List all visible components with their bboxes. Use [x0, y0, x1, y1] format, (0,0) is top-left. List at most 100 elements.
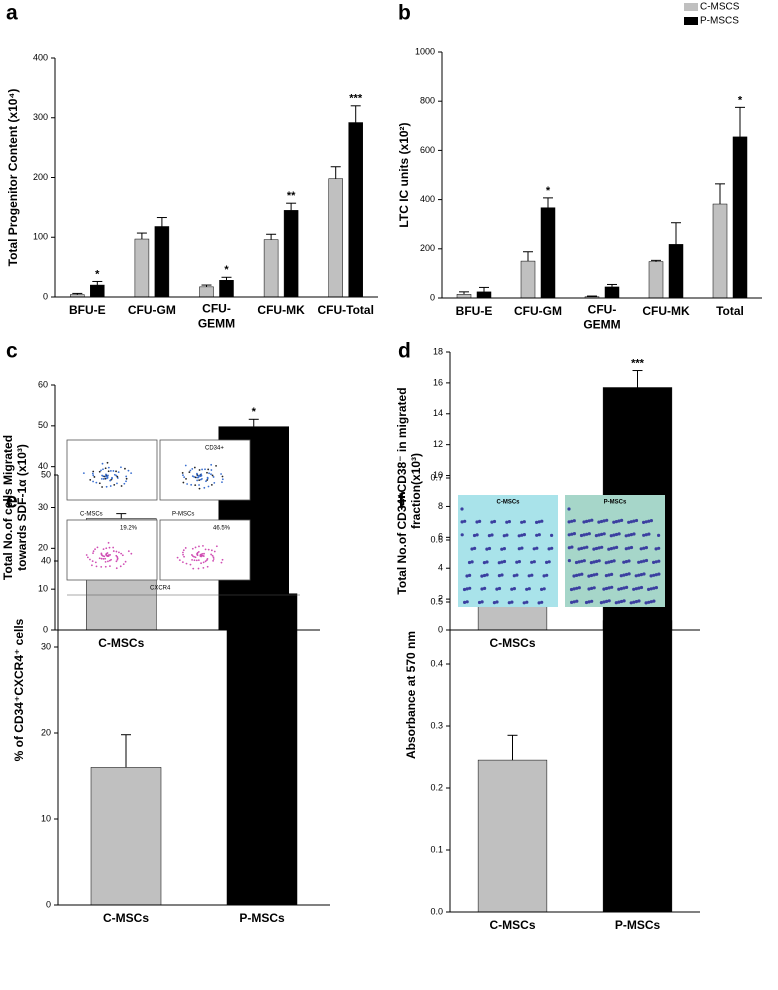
stain-cell	[550, 533, 554, 538]
flow-dot	[105, 485, 108, 488]
stain-cell	[500, 560, 504, 564]
flow-dot	[206, 476, 209, 479]
flow-dot	[201, 468, 203, 471]
flow-dot	[182, 474, 184, 477]
x-tick-label: CFU-GEMM	[198, 302, 235, 331]
stain-cell	[654, 547, 658, 551]
y-tick-label: 200	[420, 243, 435, 253]
stain-cell	[585, 519, 589, 524]
stain-cell	[473, 546, 477, 551]
flow-dot	[115, 560, 118, 563]
flow-dot	[191, 468, 194, 470]
stain-cell	[642, 520, 646, 525]
y-tick-label: 0.2	[430, 782, 443, 792]
y-tick-label: 2	[438, 593, 443, 603]
stain-cell	[537, 520, 541, 524]
stain-cell	[510, 587, 514, 591]
significance: *	[252, 406, 257, 418]
flow-dot	[96, 546, 99, 549]
stain-cell	[572, 600, 576, 604]
flow-dot	[125, 475, 128, 478]
stain-cell	[572, 574, 576, 578]
stain-cell	[587, 574, 591, 578]
y-tick-label: 0	[43, 291, 48, 301]
flow-dot	[198, 469, 201, 471]
stain-cell	[572, 587, 576, 591]
inset-label: 46.5%	[213, 526, 231, 532]
stain-cell	[512, 574, 516, 578]
bar	[219, 280, 234, 298]
flow-dot	[104, 557, 107, 560]
flow-dot	[190, 483, 193, 486]
stain-cell	[607, 573, 611, 577]
flow-dot	[115, 474, 118, 477]
flow-dot	[183, 476, 186, 479]
stain-cell	[502, 547, 506, 551]
stain-cell	[462, 587, 467, 592]
stain-cell	[512, 587, 517, 591]
flow-dot	[127, 550, 130, 553]
stain-cell	[478, 519, 482, 524]
stain-cell	[642, 572, 646, 576]
stain-cell	[637, 599, 641, 603]
flow-dot	[115, 567, 118, 570]
y-tick-label: 600	[420, 145, 435, 155]
stain-cell	[577, 573, 581, 577]
y-axis-label: Total Progenitor Content (x10⁴)	[6, 89, 20, 267]
flow-dot	[106, 476, 109, 479]
y-tick-label: 0.3	[430, 720, 443, 730]
stain-cell	[517, 534, 521, 538]
flow-dot	[92, 480, 94, 483]
flow-dot	[199, 554, 202, 557]
flow-dot	[125, 480, 127, 483]
stain-cell	[490, 533, 494, 537]
stain-cell	[614, 532, 619, 537]
flow-dot	[182, 481, 185, 484]
stain-cell	[480, 574, 484, 578]
stain-cell	[649, 600, 653, 604]
y-tick-label: 0.4	[430, 658, 443, 668]
flow-dot	[185, 477, 187, 480]
flow-dot	[184, 464, 187, 467]
stain-cell	[527, 574, 531, 578]
stain-cell	[468, 586, 472, 590]
stain-cell	[475, 533, 479, 537]
flow-dot	[191, 475, 194, 478]
flow-dot	[213, 481, 216, 484]
flow-dot	[104, 561, 107, 563]
significance: **	[287, 190, 296, 202]
stain-cell	[634, 518, 639, 523]
flow-dot	[191, 547, 194, 550]
flow-dot	[107, 470, 110, 473]
stain-cell	[470, 560, 474, 564]
y-tick-label: 14	[433, 408, 443, 418]
stain-cell	[575, 573, 579, 578]
stain-cell	[587, 519, 591, 523]
bar	[90, 284, 105, 298]
flow-dot	[189, 563, 192, 566]
flow-dot	[130, 472, 133, 475]
stain-cell	[495, 600, 499, 604]
panel-letter: e	[6, 490, 18, 513]
flow-dot	[104, 565, 107, 568]
flow-dot	[197, 567, 200, 570]
flow-dot	[112, 470, 115, 472]
flow-dot	[215, 464, 217, 467]
stain-cell	[639, 585, 644, 590]
bar	[199, 286, 214, 298]
flow-dot	[120, 466, 122, 469]
flow-dot	[192, 567, 195, 570]
flow-dot	[202, 544, 204, 547]
y-tick-label: 30	[41, 641, 51, 651]
flow-dot	[182, 553, 184, 556]
stain-cell	[654, 560, 658, 564]
flow-dot	[94, 548, 96, 551]
y-tick-label: 0	[438, 624, 443, 634]
flow-dot	[127, 469, 130, 472]
flow-dot	[210, 463, 213, 466]
flow-dot	[185, 562, 188, 565]
flow-dot	[189, 469, 192, 472]
flow-dot	[124, 560, 127, 563]
panel-letter: f	[398, 490, 406, 513]
flow-dot	[211, 554, 214, 557]
